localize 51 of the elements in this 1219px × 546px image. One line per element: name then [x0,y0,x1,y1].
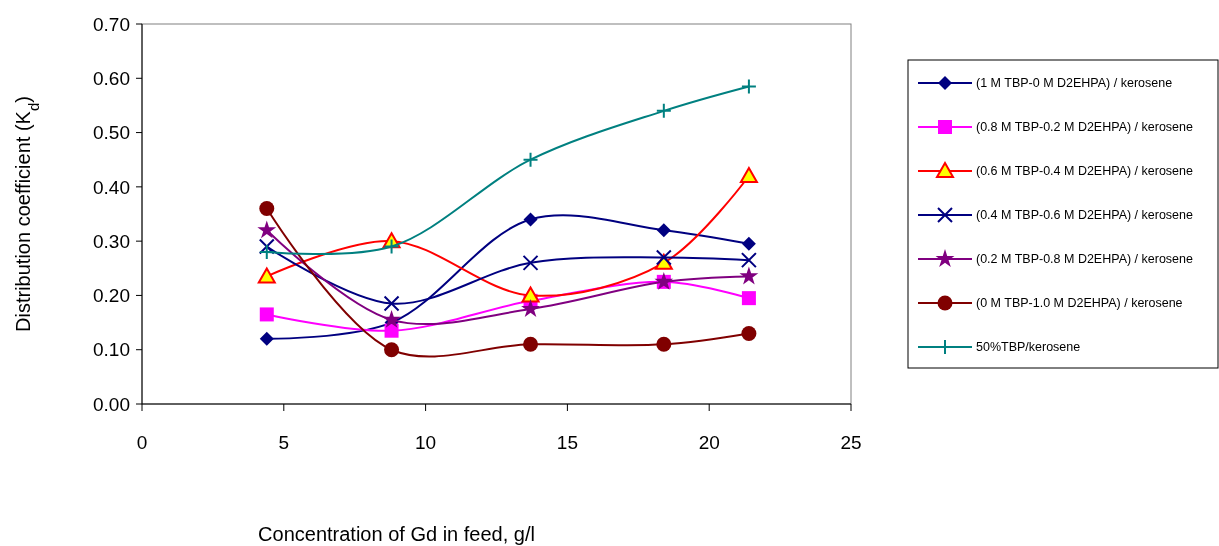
point [257,267,276,284]
point [655,102,672,119]
legend-label: (1 M TBP-0 M D2EHPA) / kerosene [976,76,1173,91]
point [257,220,277,239]
point [521,299,540,318]
x-tick-label: 5 [278,431,290,453]
point [741,236,756,251]
point [739,266,759,285]
point [741,291,756,306]
x-tick-label: 0 [136,431,148,453]
point [258,238,275,255]
legend-label: (0.6 M TBP-0.4 M D2EHPA) / kerosene [976,164,1194,179]
x-tick-label: 20 [698,431,720,453]
y-tick-label: 0.10 [93,339,130,361]
y-tick-label: 0.70 [93,13,130,35]
point [740,252,757,269]
point [259,307,274,322]
point [522,254,539,271]
point [523,336,539,352]
legend-label: (0.8 M TBP-0.2 M D2EHPA) / kerosene [976,120,1194,135]
y-tick-label: 0.50 [93,122,130,144]
point [383,238,400,255]
point [259,201,275,217]
point [258,244,275,260]
legend-label: (0.4 M TBP-0.6 M D2EHPA) / kerosene [976,208,1194,223]
point [259,331,274,346]
point [521,286,540,303]
y-tick-label: 0.00 [93,393,130,415]
point [739,167,758,183]
y-tick-label: 0.30 [93,230,130,252]
y-tick-label: 0.40 [93,176,130,198]
legend-label: (0 M TBP-1.0 M D2EHPA) / kerosene [976,296,1183,311]
y-tick-label: 0.60 [93,67,130,89]
x-tick-label: 25 [840,431,862,453]
legend-label: (0.2 M TBP-0.8 M D2EHPA) / kerosene [976,252,1194,267]
point [741,325,757,341]
point [382,309,401,328]
x-axis-title: Concentration of Gd in feed, g/l [258,523,535,545]
point [656,223,671,238]
point [522,151,539,168]
point [384,323,399,338]
point [740,78,757,95]
point [383,295,400,312]
y-tick-label: 0.20 [93,285,130,307]
point [523,212,538,227]
x-tick-label: 10 [415,431,437,453]
point [656,336,672,352]
point [384,342,400,358]
point [655,249,672,266]
legend-label: 50%TBP/kerosene [976,340,1081,355]
x-tick-label: 15 [556,431,578,453]
